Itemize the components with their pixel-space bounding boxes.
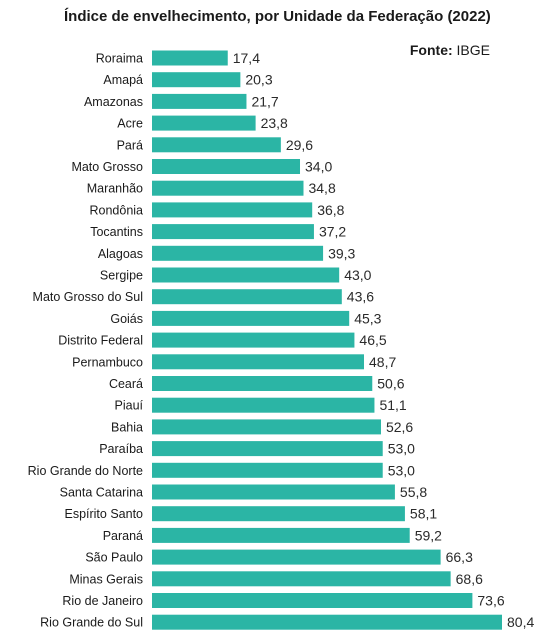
bar (152, 419, 381, 435)
bar (152, 93, 247, 109)
category-label: Amazonas (84, 95, 143, 109)
category-label: Amapá (103, 73, 143, 87)
bars-group: Roraima 17,4 Amapá 20,3 Amazonas 21,7 Acre 23,8… (28, 50, 535, 630)
value-label: 29,6 (286, 137, 313, 153)
bar (152, 332, 355, 348)
value-label: 80,4 (507, 614, 534, 630)
bar (152, 354, 365, 370)
value-label: 23,8 (261, 115, 288, 131)
value-label: 34,0 (305, 159, 332, 175)
category-label: Rio de Janeiro (62, 594, 143, 608)
category-label: Goiás (110, 312, 143, 326)
value-label: 39,3 (328, 245, 355, 261)
value-label: 53,0 (388, 462, 415, 478)
category-label: Sergipe (100, 269, 143, 283)
category-label: São Paulo (85, 551, 143, 565)
category-label: Rio Grande do Norte (28, 464, 143, 478)
value-label: 37,2 (319, 224, 346, 240)
value-label: 43,6 (347, 289, 374, 305)
category-label: Maranhão (87, 182, 143, 196)
category-label: Mato Grosso do Sul (33, 290, 143, 304)
bar (152, 202, 313, 218)
value-label: 51,1 (379, 397, 406, 413)
bar (152, 72, 241, 88)
value-label: 36,8 (317, 202, 344, 218)
value-label: 55,8 (400, 484, 427, 500)
value-label: 53,0 (388, 441, 415, 457)
chart-title: Índice de envelhecimento, por Unidade da… (64, 8, 491, 25)
category-label: Rondônia (89, 203, 143, 217)
bar (152, 224, 314, 240)
value-label: 20,3 (245, 72, 272, 88)
source-value: IBGE (456, 42, 490, 58)
category-label: Mato Grosso (71, 160, 143, 174)
category-label: Pernambuco (72, 355, 143, 369)
bar (152, 289, 342, 305)
bar (152, 50, 228, 66)
category-label: Paraíba (99, 442, 143, 456)
bar (152, 397, 375, 413)
bar (152, 593, 473, 608)
value-label: 45,3 (354, 310, 381, 326)
value-label: 34,8 (308, 180, 335, 196)
bar (152, 310, 350, 326)
bar (152, 267, 340, 283)
bar (152, 115, 256, 131)
bar (152, 376, 373, 391)
value-label: 48,7 (369, 354, 396, 370)
category-label: Rio Grande do Sul (40, 616, 143, 630)
category-label: Piauí (115, 399, 144, 413)
category-label: Tocantins (90, 225, 143, 239)
value-label: 66,3 (446, 549, 473, 565)
value-label: 73,6 (477, 593, 504, 609)
bar (152, 137, 281, 153)
value-label: 59,2 (415, 527, 442, 543)
category-label: Ceará (109, 377, 143, 391)
category-label: Distrito Federal (58, 334, 143, 348)
bar (152, 462, 383, 478)
category-label: Minas Gerais (69, 572, 143, 586)
category-label: Paraná (103, 529, 143, 543)
bar (152, 506, 405, 522)
category-label: Espírito Santo (64, 507, 143, 521)
source-label: Fonte: (409, 42, 453, 58)
bar (152, 484, 395, 500)
value-label: 43,0 (344, 267, 371, 283)
value-label: 50,6 (377, 376, 404, 392)
category-label: Roraima (96, 52, 143, 66)
value-label: 58,1 (410, 506, 437, 522)
category-label: Bahia (111, 420, 143, 434)
bar (152, 441, 383, 457)
value-label: 21,7 (251, 93, 278, 109)
bar (152, 614, 502, 630)
bar (152, 245, 324, 261)
value-label: 52,6 (386, 419, 413, 435)
source-note: Fonte: IBGE (410, 42, 490, 58)
category-label: Acre (117, 117, 143, 131)
bar (152, 180, 304, 196)
value-label: 17,4 (233, 50, 260, 66)
bar (152, 549, 441, 565)
bar (152, 159, 301, 174)
category-label: Alagoas (98, 247, 143, 261)
value-label: 46,5 (359, 332, 386, 348)
bar (152, 571, 451, 587)
value-label: 68,6 (456, 571, 483, 587)
category-label: Santa Catarina (60, 486, 143, 500)
category-label: Pará (117, 138, 143, 152)
bar (152, 527, 410, 543)
